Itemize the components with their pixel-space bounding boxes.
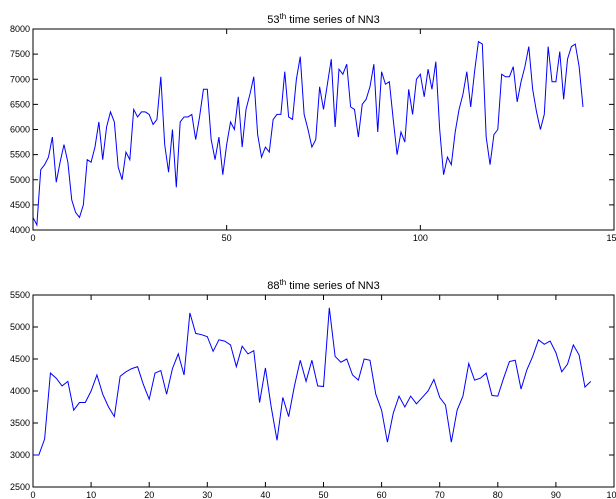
y-tick-label: 3000 <box>10 450 30 460</box>
plot-area <box>33 295 614 487</box>
x-tick-label: 0 <box>30 233 35 243</box>
x-tick-label: 10 <box>86 490 96 499</box>
title-superscript: th <box>280 12 287 21</box>
x-tick-label: 60 <box>377 490 387 499</box>
data-line <box>32 40 584 227</box>
subplot-title: 88th time series of NN3 <box>267 278 379 293</box>
x-tick-label: 100 <box>413 233 428 243</box>
title-number: 53 <box>267 14 279 26</box>
data-line <box>33 307 592 456</box>
y-tick-label: 4500 <box>10 354 30 364</box>
plot-area <box>33 29 614 230</box>
x-tick-label: 80 <box>493 490 503 499</box>
y-tick-label: 4000 <box>10 225 30 235</box>
title-number: 88 <box>267 280 279 292</box>
title-text: time series of NN3 <box>286 14 380 26</box>
x-tick-label: 50 <box>222 233 232 243</box>
x-tick-label: 0 <box>30 490 35 499</box>
y-tick-label: 8000 <box>10 24 30 34</box>
y-tick-label: 7000 <box>10 74 30 84</box>
y-tick-label: 5000 <box>10 175 30 185</box>
y-tick-label: 3500 <box>10 418 30 428</box>
y-tick-label: 7500 <box>10 49 30 59</box>
x-tick-label: 90 <box>551 490 561 499</box>
y-tick-label: 2500 <box>10 482 30 492</box>
x-tick-label: 30 <box>202 490 212 499</box>
x-tick-label: 70 <box>435 490 445 499</box>
subplot: 53th time series of NN3 4000 4500 5000 5500 6… <box>10 12 616 244</box>
y-tick-label: 5000 <box>10 322 30 332</box>
subplot-title: 53th time series of NN3 <box>267 12 379 27</box>
x-tick-label: 100 <box>606 490 616 499</box>
x-tick-label: 40 <box>260 490 270 499</box>
title-superscript: th <box>280 278 287 287</box>
y-tick-label: 5500 <box>10 150 30 160</box>
axes-box <box>32 294 615 488</box>
x-tick-label: 50 <box>318 490 328 499</box>
x-tick-label: 150 <box>606 233 616 243</box>
y-tick-label: 4500 <box>10 200 30 210</box>
x-tick-label: 20 <box>144 490 154 499</box>
title-text: time series of NN3 <box>286 280 380 292</box>
y-tick-label: 5500 <box>10 290 30 300</box>
subplot: 88th time series of NN3 2500 3000 3500 4000 4… <box>10 278 616 499</box>
y-tick-label: 6500 <box>10 99 30 109</box>
y-tick-label: 4000 <box>10 386 30 396</box>
y-tick-label: 6000 <box>10 125 30 135</box>
axes-box <box>32 28 615 231</box>
